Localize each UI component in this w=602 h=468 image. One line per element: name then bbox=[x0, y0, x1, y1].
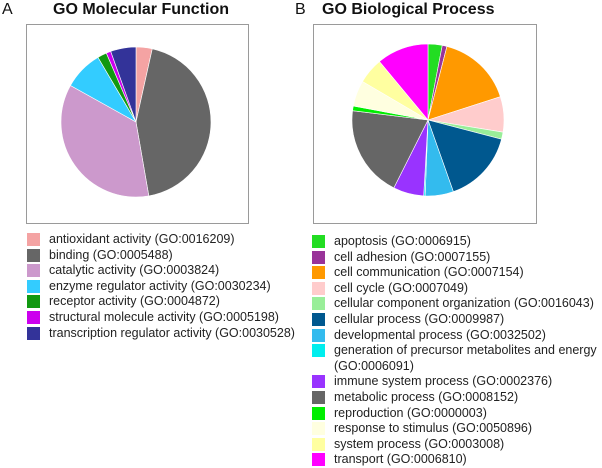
legend-swatch bbox=[312, 250, 325, 264]
legend-label: system process (GO:0003008) bbox=[334, 436, 505, 451]
legend-item: enzyme regulator activity (GO:0030234) bbox=[27, 279, 289, 295]
pie-slice-7 bbox=[110, 46, 137, 123]
legend-swatch bbox=[312, 281, 325, 295]
legend-label: response to stimulus (GO:0050896) bbox=[334, 421, 533, 436]
panel-letter-b: B bbox=[295, 1, 306, 18]
legend-label: reproduction (GO:0000003) bbox=[334, 405, 487, 420]
legend-item: cellular process (GO:0009987) bbox=[312, 312, 602, 328]
legend-label: catalytic activity (GO:0003824) bbox=[49, 263, 220, 278]
legend-item: system process (GO:0003008) bbox=[312, 437, 602, 453]
legend-item: structural molecule activity (GO:0005198… bbox=[27, 310, 289, 326]
legend-swatch bbox=[27, 326, 40, 340]
legend-label: cell communication (GO:0007154) bbox=[334, 265, 524, 280]
legend-item: developmental process (GO:0032502) bbox=[312, 328, 602, 344]
molecular-function-pie bbox=[60, 46, 212, 198]
legend-label: antioxidant activity (GO:0016209) bbox=[49, 232, 235, 246]
legend-item: immune system process (GO:0002376) bbox=[312, 374, 602, 390]
legend-item: binding (GO:0005488) bbox=[27, 248, 289, 264]
legend-label: immune system process (GO:0002376) bbox=[334, 374, 553, 389]
legend-swatch bbox=[27, 310, 40, 324]
legend-swatch bbox=[312, 312, 325, 326]
legend-item: transport (GO:0006810) bbox=[312, 452, 602, 468]
legend-item: antioxidant activity (GO:0016209) bbox=[27, 232, 289, 248]
legend-swatch bbox=[312, 422, 325, 436]
pie-slice-6 bbox=[427, 119, 502, 193]
legend-swatch bbox=[312, 328, 325, 342]
legend-item: apoptosis (GO:0006915) bbox=[312, 234, 602, 250]
pie-slice-3 bbox=[427, 46, 501, 121]
legend-swatch bbox=[312, 453, 325, 467]
legend-swatch bbox=[27, 295, 40, 309]
legend-label: metabolic process (GO:0008152) bbox=[334, 389, 519, 404]
legend-item: cell adhesion (GO:0007155) bbox=[312, 250, 602, 266]
legend-label: receptor activity (GO:0004872) bbox=[49, 294, 220, 309]
biological-process-legend: apoptosis (GO:0006915) cell adhesion (GO:… bbox=[312, 234, 602, 468]
legend-swatch bbox=[27, 279, 40, 293]
legend-label: cellular process (GO:0009987) bbox=[334, 311, 505, 326]
legend-label: cell cycle (GO:0007049) bbox=[334, 280, 469, 295]
legend-item: generation of precursor metabolites and … bbox=[312, 343, 602, 374]
legend-label: cell adhesion (GO:0007155) bbox=[334, 249, 491, 264]
legend-swatch bbox=[27, 264, 40, 278]
legend-item: response to stimulus (GO:0050896) bbox=[312, 421, 602, 437]
legend-swatch bbox=[312, 437, 325, 451]
legend-item: receptor activity (GO:0004872) bbox=[27, 294, 289, 310]
legend-item: catalytic activity (GO:0003824) bbox=[27, 263, 289, 279]
legend-swatch bbox=[312, 406, 325, 420]
pie-slice-10 bbox=[351, 110, 429, 189]
legend-swatch bbox=[312, 235, 325, 248]
legend-swatch bbox=[312, 297, 325, 311]
biological-process-pie-frame bbox=[313, 24, 537, 224]
legend-swatch bbox=[312, 344, 325, 358]
legend-item: reproduction (GO:0000003) bbox=[312, 406, 602, 422]
biological-process-pie bbox=[351, 43, 505, 197]
biological-process-panel: B GO Biological Process apoptosis (GO:00… bbox=[292, 0, 602, 468]
molecular-function-legend: antioxidant activity (GO:0016209) binding… bbox=[27, 232, 295, 342]
legend-label: cellular component organization (GO:0016… bbox=[334, 296, 594, 311]
legend-label: binding (GO:0005488) bbox=[49, 247, 173, 262]
legend-label: transcription regulator activity (GO:003… bbox=[49, 325, 295, 340]
legend-label: generation of precursor metabolites and … bbox=[334, 343, 597, 373]
legend-swatch bbox=[27, 233, 40, 246]
legend-item: transcription regulator activity (GO:003… bbox=[27, 326, 295, 342]
legend-label: developmental process (GO:0032502) bbox=[334, 327, 546, 342]
legend-label: transport (GO:0006810) bbox=[334, 452, 467, 467]
legend-swatch bbox=[27, 248, 40, 262]
pie-slice-3 bbox=[60, 85, 150, 198]
molecular-function-pie-frame bbox=[26, 24, 249, 224]
panel-letter-a: A bbox=[2, 1, 13, 18]
legend-label: apoptosis (GO:0006915) bbox=[334, 234, 471, 248]
legend-swatch bbox=[312, 266, 325, 280]
molecular-function-title: GO Molecular Function bbox=[53, 1, 230, 18]
legend-item: cell communication (GO:0007154) bbox=[312, 265, 602, 281]
legend-swatch bbox=[312, 390, 325, 404]
molecular-function-panel: A GO Molecular Function antioxidant acti… bbox=[0, 0, 295, 466]
legend-item: metabolic process (GO:0008152) bbox=[312, 390, 602, 406]
legend-label: structural molecule activity (GO:0005198… bbox=[49, 309, 279, 324]
legend-item: cellular component organization (GO:0016… bbox=[312, 296, 602, 312]
pie-slice-2 bbox=[135, 48, 212, 197]
biological-process-title: GO Biological Process bbox=[322, 1, 495, 18]
legend-item: cell cycle (GO:0007049) bbox=[312, 281, 602, 297]
pie-slice-14 bbox=[379, 43, 429, 121]
legend-swatch bbox=[312, 375, 325, 389]
legend-label: enzyme regulator activity (GO:0030234) bbox=[49, 278, 271, 293]
